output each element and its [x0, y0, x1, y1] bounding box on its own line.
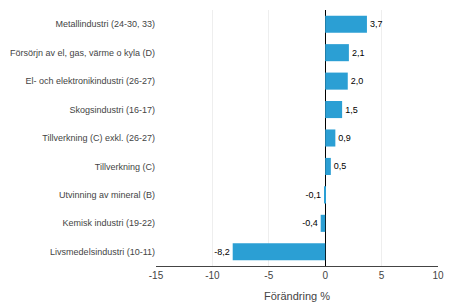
svg-text:1,5: 1,5: [345, 105, 358, 115]
svg-text:Kemisk industri (19-22): Kemisk industri (19-22): [62, 218, 155, 228]
svg-text:0: 0: [322, 270, 328, 281]
svg-text:0,9: 0,9: [338, 133, 351, 143]
svg-text:Livsmedelsindustri (10-11): Livsmedelsindustri (10-11): [50, 247, 155, 257]
svg-text:-0,4: -0,4: [302, 218, 318, 228]
svg-text:Tillverkning (C) exkl. (26-27): Tillverkning (C) exkl. (26-27): [42, 133, 155, 143]
svg-text:Skogsindustri (16-17): Skogsindustri (16-17): [69, 105, 155, 115]
svg-text:0,5: 0,5: [334, 161, 347, 171]
svg-text:Försörjn av el, gas, värme o k: Försörjn av el, gas, värme o kyla (D): [10, 48, 155, 58]
svg-text:El- och elektronikindustri (26: El- och elektronikindustri (26-27): [25, 76, 155, 86]
svg-text:Tillverkning (C): Tillverkning (C): [95, 162, 155, 172]
svg-text:2,1: 2,1: [352, 48, 365, 58]
svg-text:10: 10: [432, 270, 444, 281]
svg-text:-15: -15: [149, 270, 164, 281]
svg-text:-10: -10: [205, 270, 220, 281]
svg-text:5: 5: [379, 270, 385, 281]
svg-text:-8,2: -8,2: [214, 247, 230, 257]
svg-text:2,0: 2,0: [351, 76, 364, 86]
svg-text:Metallindustri (24-30, 33): Metallindustri (24-30, 33): [55, 19, 155, 29]
svg-text:Förändring %: Förändring %: [264, 290, 330, 302]
svg-text:-5: -5: [264, 270, 273, 281]
svg-text:3,7: 3,7: [370, 19, 383, 29]
svg-text:Utvinning av mineral (B): Utvinning av mineral (B): [59, 190, 155, 200]
svg-text:-0,1: -0,1: [305, 190, 321, 200]
